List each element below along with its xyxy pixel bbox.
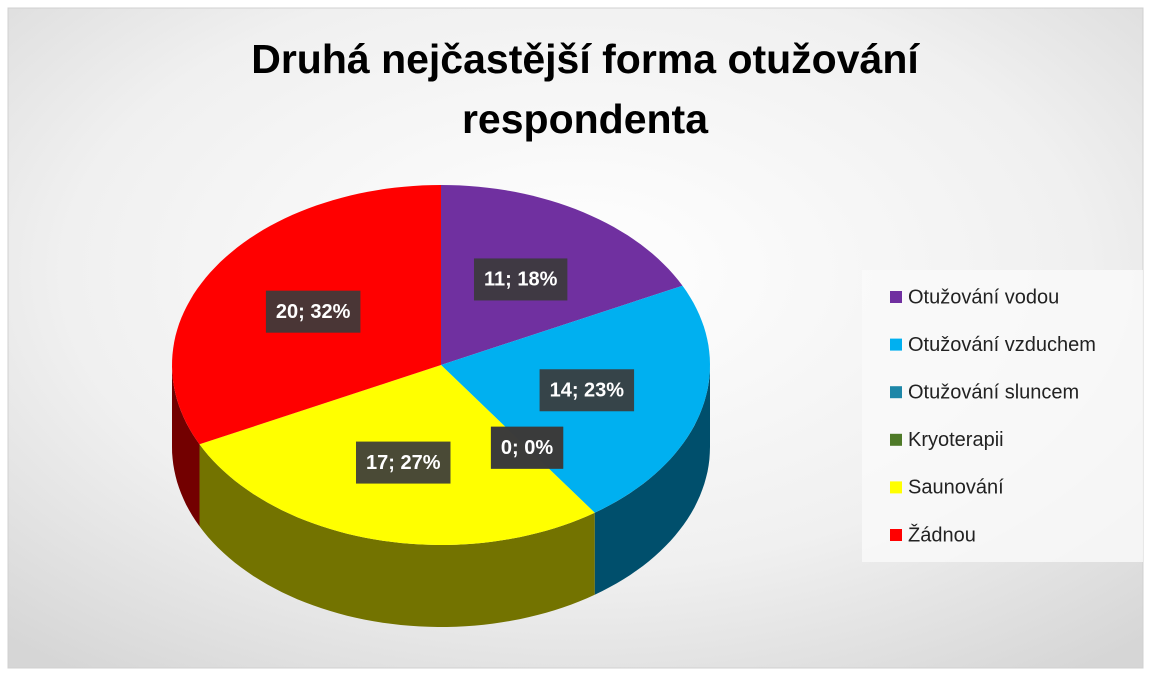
chart-title: Druhá nejčastější forma otužování xyxy=(251,36,920,82)
legend-swatch xyxy=(890,433,902,446)
legend-swatch xyxy=(890,386,902,399)
legend-label: Otužování sluncem xyxy=(908,381,1079,403)
legend-label: Saunování xyxy=(908,477,1004,499)
data-label: 11; 18% xyxy=(484,269,558,291)
data-label: 17; 27% xyxy=(366,452,441,474)
legend xyxy=(862,270,1143,562)
legend-swatch xyxy=(890,338,902,351)
data-label-box xyxy=(355,441,451,484)
legend-label: Otužování vodou xyxy=(908,286,1059,308)
data-label-box xyxy=(265,290,361,333)
legend-swatch xyxy=(890,291,902,303)
data-label-box xyxy=(490,426,564,469)
data-label-box xyxy=(473,258,568,301)
data-label-box xyxy=(539,369,635,412)
data-label: 0; 0% xyxy=(501,437,553,459)
slice-side xyxy=(594,365,710,595)
legend-label: Kryoterapii xyxy=(908,429,1004,451)
legend-label: Žádnou xyxy=(908,523,976,546)
chart-title: respondenta xyxy=(462,96,709,142)
data-label: 20; 32% xyxy=(276,301,351,323)
slice-side xyxy=(199,444,595,627)
data-label: 14; 23% xyxy=(550,380,625,402)
legend-swatch xyxy=(890,481,902,494)
legend-swatch xyxy=(890,529,902,541)
legend-label: Otužování vzduchem xyxy=(908,334,1096,356)
